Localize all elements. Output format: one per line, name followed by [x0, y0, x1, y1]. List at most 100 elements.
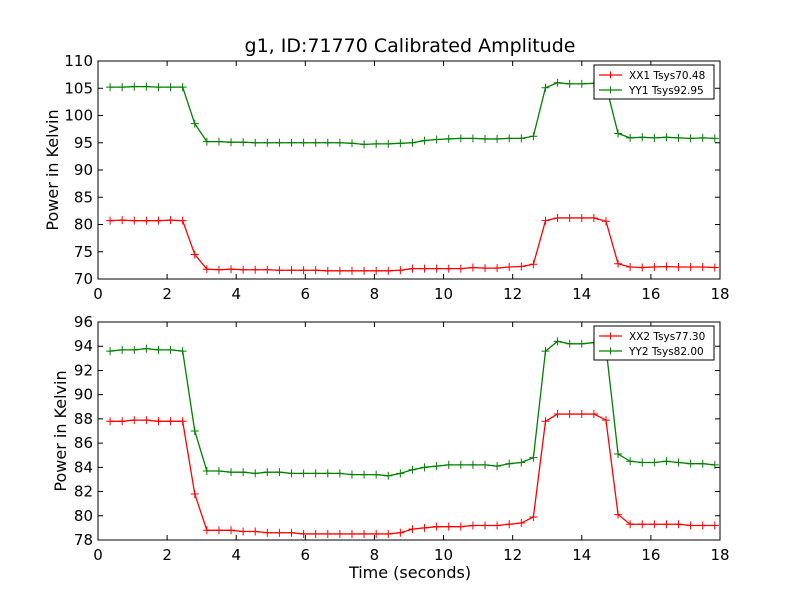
data-point-marker: [360, 140, 369, 149]
data-point-marker: [662, 262, 671, 271]
y-tick-label: 82: [74, 483, 93, 501]
x-axis-label: Time (seconds): [348, 563, 471, 582]
legend-marker: [607, 71, 614, 79]
x-tick-label: 4: [231, 285, 241, 303]
data-point-marker: [517, 262, 526, 271]
data-point-marker: [372, 139, 381, 148]
data-point-marker: [626, 457, 635, 466]
data-point-marker: [130, 82, 139, 91]
data-point-marker: [541, 216, 550, 225]
data-point-marker: [456, 134, 465, 143]
x-tick-label: 10: [434, 285, 453, 303]
data-point-marker: [311, 266, 320, 275]
data-point-marker: [360, 266, 369, 275]
data-point-marker: [275, 528, 284, 537]
y-tick-label: 86: [74, 434, 93, 452]
data-point-marker: [347, 139, 356, 148]
data-point-marker: [118, 216, 127, 225]
x-tick-label: 10: [434, 546, 453, 564]
data-point-marker: [481, 521, 490, 530]
data-point-marker: [347, 529, 356, 538]
data-point-marker: [420, 264, 429, 273]
data-point-marker: [372, 529, 381, 538]
data-point-marker: [710, 521, 719, 530]
y-tick-label: 70: [74, 270, 93, 288]
data-point-marker: [142, 344, 151, 353]
data-point-marker: [614, 129, 623, 138]
data-point-marker: [251, 138, 260, 147]
y-tick-label: 100: [64, 107, 93, 125]
data-point-marker: [372, 266, 381, 275]
data-point-marker: [202, 265, 211, 274]
data-point-marker: [311, 469, 320, 478]
x-tick-label: 4: [231, 546, 241, 564]
data-point-marker: [227, 265, 236, 274]
data-point-marker: [601, 416, 610, 425]
data-point-marker: [214, 526, 223, 535]
data-point-marker: [577, 410, 586, 419]
data-point-marker: [311, 138, 320, 147]
legend-label: XX1 Tsys70.48: [629, 70, 705, 82]
data-point-marker: [323, 266, 332, 275]
data-point-marker: [674, 458, 683, 467]
data-point-marker: [529, 132, 538, 141]
data-point-marker: [408, 525, 417, 534]
data-point-marker: [396, 139, 405, 148]
data-point-marker: [335, 266, 344, 275]
data-point-marker: [239, 468, 248, 477]
data-point-marker: [154, 83, 163, 92]
data-point-marker: [106, 347, 115, 356]
data-point-marker: [118, 417, 127, 426]
data-point-marker: [577, 79, 586, 88]
data-point-marker: [420, 523, 429, 532]
data-point-marker: [360, 529, 369, 538]
data-point-marker: [299, 138, 308, 147]
data-point-marker: [493, 264, 502, 273]
top-y-axis-label: Power in Kelvin: [43, 109, 62, 230]
data-point-marker: [154, 417, 163, 426]
data-point-marker: [614, 510, 623, 519]
data-point-marker: [118, 83, 127, 92]
data-point-marker: [698, 459, 707, 468]
data-point-marker: [420, 136, 429, 145]
data-point-marker: [396, 528, 405, 537]
data-point-marker: [626, 263, 635, 272]
y-tick-label: 80: [74, 507, 93, 525]
x-tick-label: 14: [572, 285, 591, 303]
data-point-marker: [698, 133, 707, 142]
x-tick-label: 12: [503, 285, 522, 303]
data-point-marker: [251, 265, 260, 274]
data-point-marker: [190, 489, 199, 498]
y-tick-label: 78: [74, 531, 93, 549]
data-point-marker: [202, 526, 211, 535]
data-point-marker: [529, 260, 538, 269]
data-point-marker: [178, 83, 187, 92]
data-point-marker: [275, 266, 284, 275]
data-point-marker: [553, 213, 562, 222]
data-point-marker: [468, 521, 477, 530]
data-point-marker: [396, 266, 405, 275]
plot-frame: [97, 321, 721, 541]
data-point-marker: [190, 427, 199, 435]
data-point-marker: [686, 459, 695, 468]
data-point-marker: [553, 78, 562, 87]
data-point-marker: [299, 529, 308, 538]
y-tick-label: 96: [74, 313, 93, 331]
data-point-marker: [686, 521, 695, 530]
series-1: [106, 410, 719, 538]
data-point-marker: [190, 119, 199, 128]
x-tick-label: 18: [710, 285, 729, 303]
data-point-marker: [239, 265, 248, 274]
data-point-marker: [227, 526, 236, 535]
data-point-marker: [456, 460, 465, 469]
x-tick-label: 16: [641, 546, 660, 564]
y-tick-label: 94: [74, 337, 93, 355]
data-point-marker: [553, 410, 562, 419]
data-point-marker: [674, 133, 683, 142]
data-point-marker: [493, 521, 502, 530]
data-point-marker: [335, 469, 344, 478]
data-point-marker: [710, 134, 719, 143]
data-point-marker: [710, 460, 719, 469]
x-tick-label: 18: [710, 546, 729, 564]
y-tick-label: 105: [64, 79, 93, 97]
